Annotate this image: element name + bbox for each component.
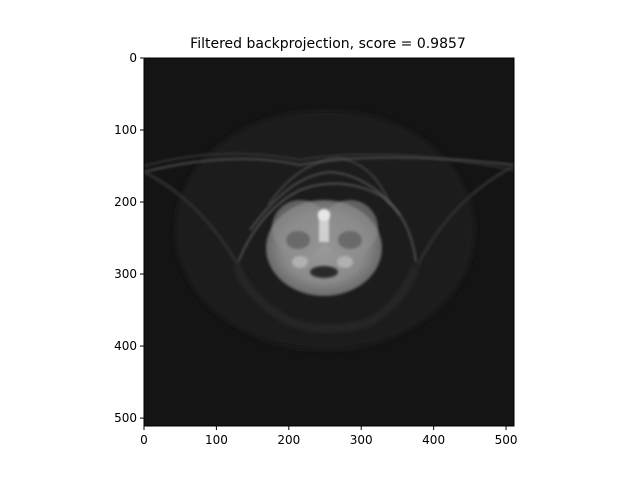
y-tick-label: 300 bbox=[114, 267, 137, 281]
y-tick-label: 0 bbox=[129, 51, 137, 65]
image-plot-area bbox=[143, 57, 515, 427]
x-tick-label: 200 bbox=[277, 433, 300, 447]
y-tick-label: 500 bbox=[114, 411, 137, 425]
x-tick-label: 400 bbox=[422, 433, 445, 447]
y-axis: 0 100 200 300 400 500 bbox=[114, 51, 144, 425]
x-tick-label: 300 bbox=[350, 433, 373, 447]
x-tick-label: 500 bbox=[495, 433, 518, 447]
plot-frame bbox=[143, 57, 515, 427]
y-tick-label: 100 bbox=[114, 123, 137, 137]
y-tick-label: 400 bbox=[114, 339, 137, 353]
y-tick-label: 200 bbox=[114, 195, 137, 209]
x-tick-label: 100 bbox=[205, 433, 228, 447]
x-axis: 0 100 200 300 400 500 bbox=[140, 426, 517, 447]
chart-title: Filtered backprojection, score = 0.9857 bbox=[190, 36, 466, 52]
reconstruction-image bbox=[144, 110, 514, 350]
x-tick-label: 0 bbox=[140, 433, 148, 447]
